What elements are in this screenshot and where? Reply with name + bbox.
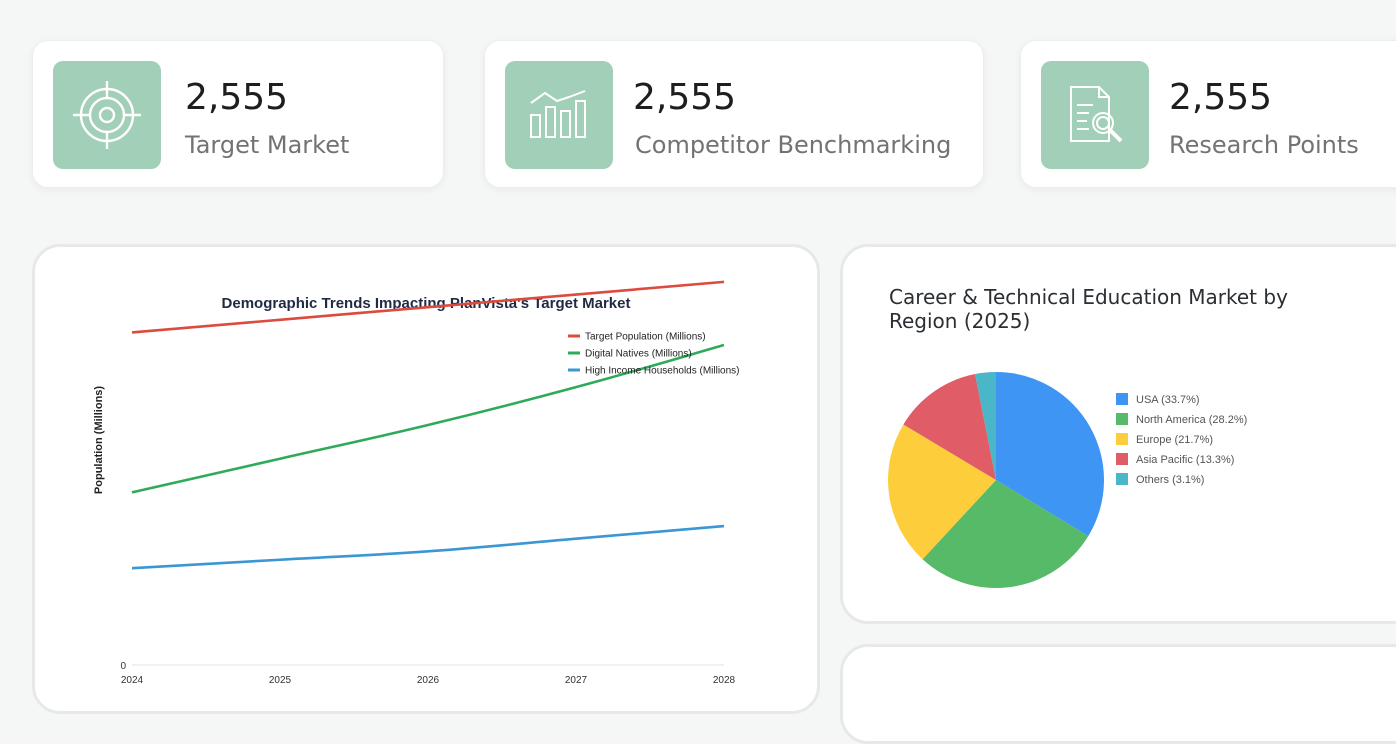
stat-value: 2,555 [1169,77,1273,118]
pie-chart: USA (33.7%) North America (28.2%) Europe (… [888,372,1247,588]
pie-slice [996,372,1104,537]
stat-card-competitor-benchmarking: 2,555 Competitor Benchmarking [484,40,984,188]
stat-value: 2,555 [185,77,289,118]
bottom-panel [840,644,1396,744]
legend-label: Others (3.1%) [1136,474,1204,486]
x-tick-label: 2026 [417,675,440,686]
line-chart: Target Population (Millions) Digital Nati… [93,280,740,686]
legend-swatch [1116,393,1128,405]
stat-label: Research Points [1169,131,1359,159]
legend-swatch [1116,413,1128,425]
stat-card-target-market: 2,555 Target Market [32,40,444,188]
legend-label: Asia Pacific (13.3%) [1136,454,1234,466]
document-search-icon [1041,61,1149,169]
pie-slice [975,372,996,480]
series-line [131,524,725,570]
series-line [131,343,725,494]
line-chart-panel: Demographic Trends Impacting PlanVista's… [32,244,820,714]
legend-label: Digital Natives (Millions) [585,349,692,360]
pie-chart-title: Career & Technical Education Market by R… [889,285,1288,333]
x-tick-label: 2027 [565,675,588,686]
legend-swatch [1116,433,1128,445]
stat-label: Target Market [185,131,350,159]
pie-slice [888,424,996,560]
series-line [131,280,725,334]
legend-swatch [1116,453,1128,465]
legend-label: High Income Households (Millions) [585,366,740,377]
legend-label: Target Population (Millions) [585,332,706,343]
y-axis-label: Population (Millions) [93,386,105,494]
y-tick-label: 0 [120,661,126,672]
bar-chart-icon [505,61,613,169]
pie-slice [903,374,996,480]
legend-label: USA (33.7%) [1136,394,1200,406]
target-icon [53,61,161,169]
pie-slice [922,480,1089,588]
stat-label: Competitor Benchmarking [635,131,952,159]
pie-chart-panel: Career & Technical Education Market by R… [840,244,1396,624]
legend-label: North America (28.2%) [1136,414,1247,426]
stat-card-research-points: 2,555 Research Points [1020,40,1396,188]
x-tick-label: 2025 [269,675,292,686]
stat-value: 2,555 [633,77,737,118]
x-tick-label: 2028 [713,675,736,686]
x-tick-label: 2024 [121,675,144,686]
legend-label: Europe (21.7%) [1136,434,1213,446]
legend-swatch [1116,473,1128,485]
